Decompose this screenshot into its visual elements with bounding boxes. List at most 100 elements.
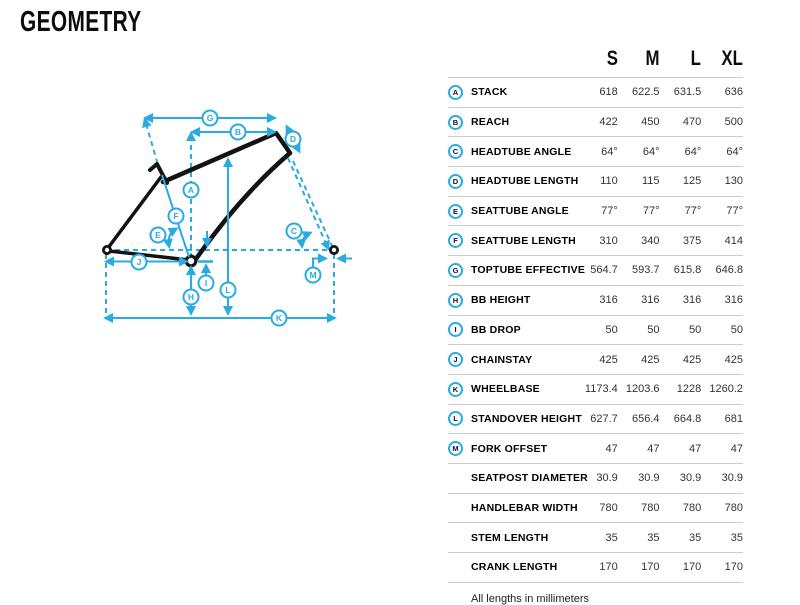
- diagram-label-b: B: [235, 127, 241, 137]
- row-letter-badge: H: [448, 292, 463, 308]
- row-value: 422: [599, 116, 618, 129]
- row-value: 316: [641, 294, 660, 307]
- row-value: 681: [724, 412, 743, 425]
- row-label: HEADTUBE LENGTH: [471, 175, 579, 188]
- row-value: 425: [724, 353, 743, 366]
- row-label: WHEELBASE: [471, 383, 540, 396]
- row-letter-badge: D: [448, 173, 463, 189]
- row-label: FORK OFFSET: [471, 442, 548, 455]
- row-value: 77°: [642, 205, 660, 218]
- geometry-table: S M L XL A STACK 618 622.5 631.5 636 B REACH 422…: [448, 40, 743, 605]
- row-value: 564.7: [590, 264, 618, 277]
- bike-geometry-diagram: G B D A F E C J I H L M K: [102, 109, 352, 327]
- row-value: 316: [682, 294, 702, 307]
- size-header-s: S: [606, 46, 618, 70]
- row-value: 110: [600, 175, 618, 188]
- bottom-bracket-icon: [184, 254, 198, 268]
- size-header-l: L: [690, 46, 702, 70]
- row-value: 780: [599, 501, 618, 514]
- size-header-row: S M L XL: [448, 40, 743, 78]
- diagram-letter-badges: G B D A F E C J I H L M K: [130, 109, 322, 327]
- row-value: 780: [682, 501, 702, 514]
- row-value: 47: [647, 442, 660, 455]
- table-row: G TOPTUBE EFFECTIVE 564.7 593.7 615.8 646.8: [448, 256, 743, 286]
- fork-offset-bracket-m: [312, 253, 328, 268]
- row-letter-badge: I: [448, 322, 463, 338]
- row-value: 310: [599, 234, 618, 247]
- row-label: REACH: [471, 116, 510, 129]
- row-label: SEATTUBE ANGLE: [471, 205, 569, 218]
- row-value: 30.9: [721, 472, 743, 485]
- table-row: H BB HEIGHT 316 316 316 316: [448, 286, 743, 316]
- steering-axis: [287, 157, 330, 251]
- row-value: 64°: [601, 145, 618, 158]
- table-row: SEATPOST DIAMETER 30.9 30.9 30.9 30.9: [448, 464, 743, 494]
- row-label: CRANK LENGTH: [471, 561, 558, 574]
- row-value: 77°: [726, 205, 743, 218]
- front-triangle: [160, 130, 293, 262]
- units-note: All lengths in millimeters: [471, 592, 589, 605]
- row-value: 646.8: [715, 264, 743, 277]
- row-value: 170: [641, 561, 660, 574]
- seatpost: [148, 162, 169, 185]
- table-row: M FORK OFFSET 47 47 47 47: [448, 434, 743, 464]
- diagram-label-l: L: [225, 285, 230, 295]
- table-row: E SEATTUBE ANGLE 77° 77° 77° 77°: [448, 197, 743, 227]
- row-value: 130: [724, 175, 743, 188]
- row-value: 425: [641, 353, 660, 366]
- row-value: 375: [682, 234, 702, 247]
- row-label: HEADTUBE ANGLE: [471, 145, 572, 158]
- row-value: 125: [682, 175, 702, 188]
- diagram-label-e: E: [155, 230, 161, 240]
- row-value: 30.9: [679, 472, 702, 485]
- headtube-angle-arc-c: [296, 231, 313, 249]
- row-value: 35: [730, 531, 743, 544]
- row-label: SEATTUBE LENGTH: [471, 234, 576, 247]
- row-value: 1228: [676, 383, 702, 396]
- row-value: 470: [682, 116, 702, 129]
- row-value: 656.4: [631, 412, 660, 425]
- row-value: 780: [641, 501, 660, 514]
- row-label: HANDLEBAR WIDTH: [471, 501, 578, 514]
- row-letter-badge: J: [448, 352, 463, 368]
- row-value: 615.8: [673, 264, 702, 277]
- row-letter-spacer: [448, 500, 463, 515]
- row-value: 664.8: [673, 412, 702, 425]
- row-letter-spacer: [448, 530, 463, 545]
- row-value: 450: [641, 116, 660, 129]
- geometry-table-body: A STACK 618 622.5 631.5 636 B REACH 422 450 470 500…: [448, 78, 743, 583]
- row-label: BB DROP: [471, 323, 521, 336]
- row-label: STEM LENGTH: [471, 531, 549, 544]
- row-value: 627.7: [590, 412, 618, 425]
- size-header-m: M: [645, 46, 660, 70]
- row-value: 170: [724, 561, 743, 574]
- row-letter-badge: E: [448, 203, 463, 219]
- row-value: 64°: [642, 145, 660, 158]
- row-value: 414: [724, 234, 743, 247]
- row-letter-badge: M: [448, 441, 463, 457]
- row-value: 636: [724, 86, 743, 99]
- row-value: 50: [647, 323, 660, 336]
- diagram-label-d: D: [290, 134, 296, 144]
- row-value: 500: [724, 116, 743, 129]
- table-row: HANDLEBAR WIDTH 780 780 780 780: [448, 494, 743, 524]
- row-letter-badge: G: [448, 262, 463, 278]
- row-value: 50: [730, 323, 743, 336]
- row-value: 170: [599, 561, 618, 574]
- row-value: 631.5: [673, 86, 702, 99]
- row-value: 35: [689, 531, 702, 544]
- row-value: 30.9: [596, 472, 618, 485]
- row-value: 425: [682, 353, 702, 366]
- seatstay: [106, 175, 163, 250]
- size-header-xl: XL: [721, 46, 743, 70]
- diagram-label-a: A: [188, 185, 194, 195]
- table-row: K WHEELBASE 1173.4 1203.6 1228 1260.2: [448, 375, 743, 405]
- row-letter-badge: B: [448, 114, 463, 130]
- table-row: L STANDOVER HEIGHT 627.7 656.4 664.8 681: [448, 405, 743, 435]
- table-row: C HEADTUBE ANGLE 64° 64° 64° 64°: [448, 137, 743, 168]
- row-label: BB HEIGHT: [471, 294, 531, 307]
- row-value: 115: [641, 175, 660, 188]
- fork-axis: [292, 160, 335, 251]
- row-value: 622.5: [631, 86, 660, 99]
- seattube-angle-arc-e: [162, 227, 179, 249]
